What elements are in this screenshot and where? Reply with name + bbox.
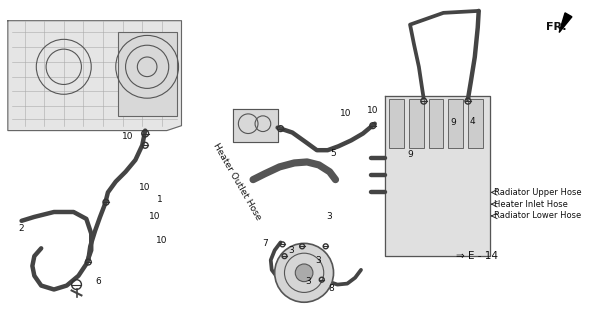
Bar (468, 99, 483, 148)
Text: 10: 10 (149, 212, 160, 221)
Bar (448, 99, 463, 148)
Text: 1: 1 (157, 195, 163, 204)
Bar (389, 99, 404, 148)
Text: 3: 3 (305, 277, 311, 286)
Text: 3: 3 (327, 212, 332, 221)
Text: 10: 10 (122, 132, 133, 141)
Text: 7: 7 (262, 239, 267, 248)
Text: 10: 10 (340, 109, 351, 118)
Bar (118, 32, 177, 116)
Text: 9: 9 (407, 150, 413, 159)
Bar (409, 99, 424, 148)
Polygon shape (385, 96, 490, 256)
Bar (429, 99, 444, 148)
Polygon shape (8, 21, 182, 131)
Text: 5: 5 (331, 148, 337, 158)
Text: Heater Inlet Hose: Heater Inlet Hose (495, 200, 569, 209)
Text: 10: 10 (367, 107, 379, 116)
Circle shape (275, 244, 334, 302)
Text: 3: 3 (288, 246, 294, 255)
Text: 3: 3 (315, 256, 321, 265)
Text: 6: 6 (95, 277, 101, 286)
Text: Radiator Upper Hose: Radiator Upper Hose (495, 188, 582, 197)
Circle shape (295, 264, 313, 282)
Text: 10: 10 (156, 236, 168, 245)
Polygon shape (233, 109, 278, 142)
Text: ⇒ E - 14: ⇒ E - 14 (456, 251, 498, 261)
Text: 8: 8 (329, 284, 334, 293)
Text: Heater Outlet Hose: Heater Outlet Hose (211, 141, 263, 222)
Text: 4: 4 (470, 117, 475, 126)
Text: 2: 2 (19, 224, 25, 233)
Text: Radiator Lower Hose: Radiator Lower Hose (495, 212, 582, 220)
Text: 10: 10 (139, 183, 151, 192)
Text: 9: 9 (450, 118, 456, 127)
Polygon shape (559, 13, 572, 32)
Text: FR.: FR. (546, 21, 567, 32)
